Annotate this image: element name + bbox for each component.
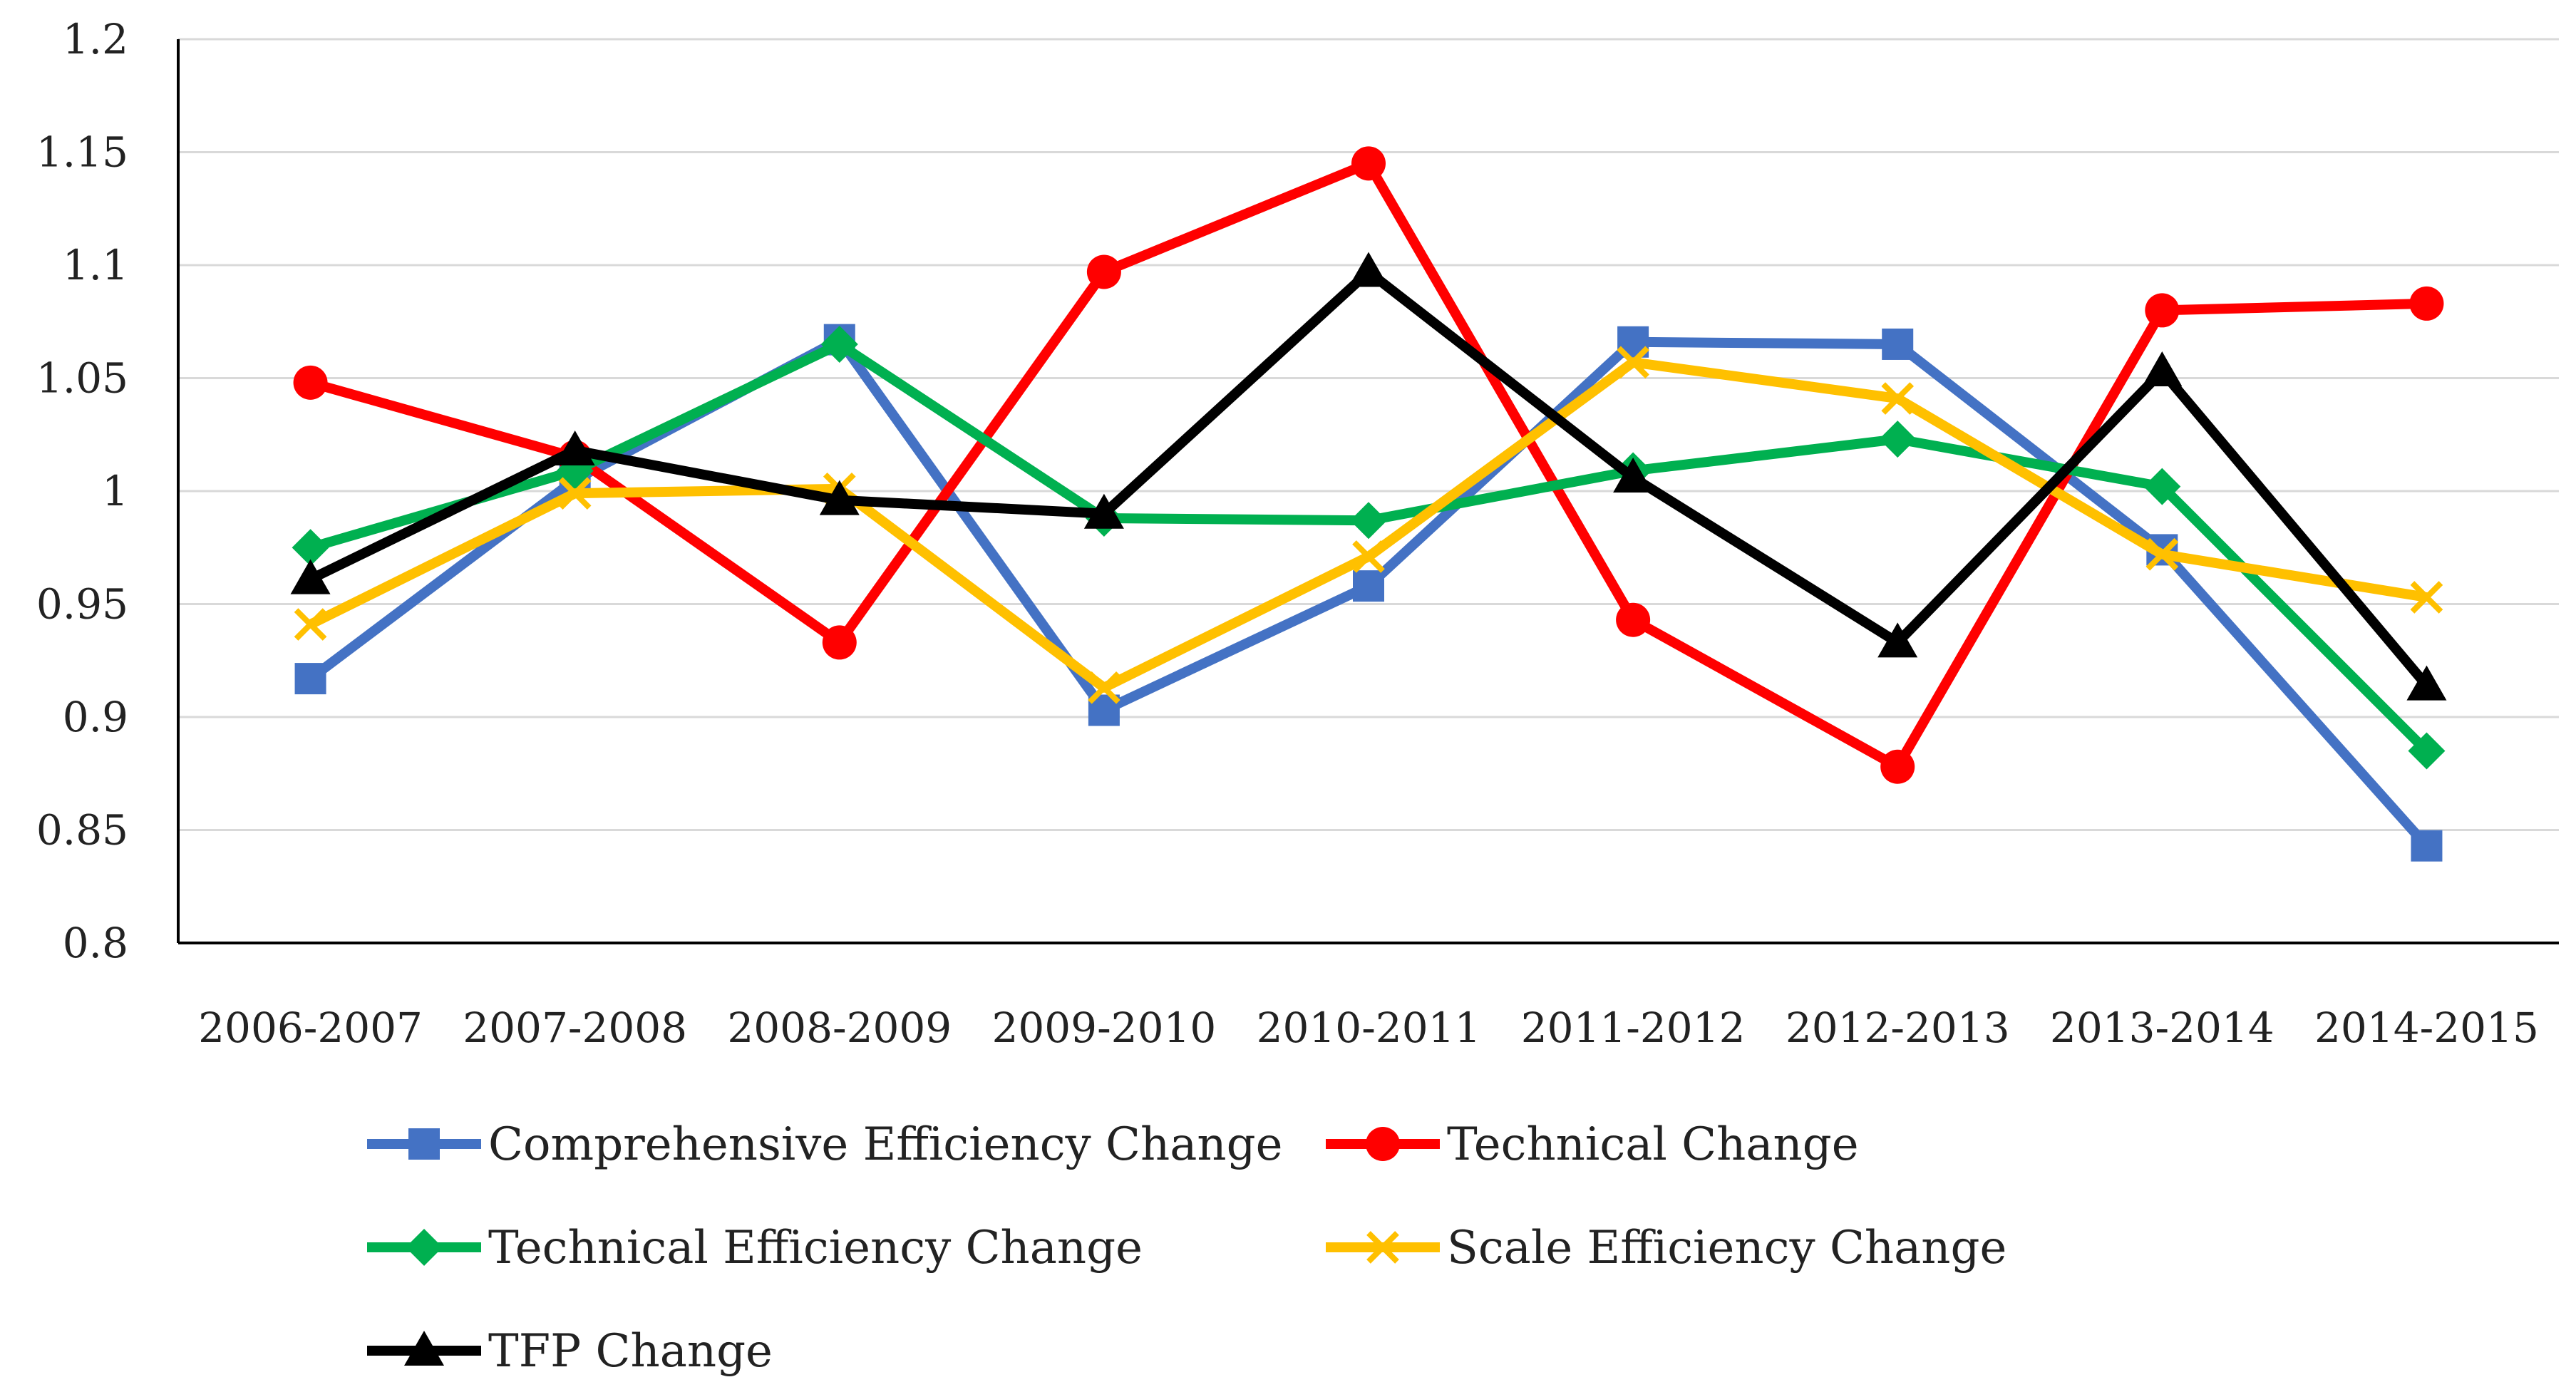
y-tick-label: 1: [102, 467, 128, 515]
data-point: [290, 559, 331, 594]
data-point: [1086, 254, 1121, 289]
data-point: [1083, 493, 1124, 529]
x-axis-tick-labels: 2006-2007 2007-2008 2008-2009 2009-2010 2010…: [198, 1004, 2539, 1052]
data-point: [819, 480, 860, 515]
legend-marker: [1366, 1127, 1400, 1161]
x-tick-label: 2013-2014: [2050, 1004, 2274, 1052]
data-point: [820, 325, 858, 363]
data-point: [1877, 622, 1918, 658]
legend-marker: [1366, 1231, 1399, 1264]
series-1: [293, 146, 2444, 784]
y-tick-label: 1.2: [63, 15, 128, 63]
data-point: [2143, 468, 2181, 505]
legend-entry: Comprehensive Efficiency Change: [367, 1118, 1282, 1171]
data-series: [290, 146, 2447, 862]
series-0: [294, 324, 2443, 862]
legend-marker: [404, 1331, 444, 1366]
data-point: [294, 608, 327, 641]
data-point: [1352, 540, 1385, 573]
data-point: [1088, 671, 1120, 704]
data-point: [822, 625, 857, 660]
legend-label: Technical Change: [1447, 1118, 1859, 1171]
data-point: [2409, 286, 2444, 321]
data-point: [1351, 146, 1386, 181]
legend-entry: Scale Efficiency Change: [1326, 1222, 2006, 1274]
legend: Comprehensive Efficiency Change Technical…: [367, 1118, 2006, 1378]
data-point: [2411, 830, 2443, 862]
data-point: [1879, 421, 1917, 458]
x-tick-label: 2010-2011: [1257, 1004, 1481, 1052]
data-point: [1353, 570, 1384, 602]
data-point: [2145, 293, 2180, 328]
data-point: [558, 477, 592, 510]
data-point: [293, 365, 328, 400]
y-tick-label: 0.85: [36, 806, 128, 855]
x-tick-label: 2009-2010: [991, 1004, 1216, 1052]
y-tick-label: 1.1: [63, 241, 128, 289]
x-tick-label: 2008-2009: [727, 1004, 952, 1052]
legend-entry: Technical Change: [1326, 1118, 1859, 1171]
y-tick-label: 0.8: [63, 919, 128, 967]
data-point: [2142, 351, 2183, 386]
axes: [177, 39, 2559, 944]
legend-entry: TFP Change: [367, 1325, 773, 1378]
data-point: [2408, 732, 2446, 770]
data-point: [294, 663, 326, 695]
x-tick-label: 2007-2008: [463, 1004, 687, 1052]
x-tick-label: 2014-2015: [2314, 1004, 2539, 1052]
data-point: [2410, 581, 2443, 614]
y-tick-label: 0.9: [63, 693, 128, 741]
data-point: [1350, 502, 1387, 540]
data-point: [1616, 602, 1651, 637]
legend-marker: [406, 1229, 443, 1266]
legend-marker: [408, 1128, 440, 1160]
legend-label: Comprehensive Efficiency Change: [488, 1118, 1282, 1171]
data-point: [2145, 537, 2179, 571]
data-point: [555, 430, 595, 465]
legend-label: Scale Efficiency Change: [1447, 1222, 2006, 1274]
legend-label: TFP Change: [488, 1325, 773, 1378]
data-point: [1881, 382, 1915, 415]
legend-label: Technical Efficiency Change: [488, 1222, 1143, 1274]
data-point: [2406, 665, 2447, 701]
data-point: [1613, 457, 1654, 493]
data-point: [1882, 328, 1914, 360]
x-tick-label: 2006-2007: [198, 1004, 423, 1052]
data-point: [1880, 749, 1915, 784]
series-2: [292, 325, 2446, 770]
data-point: [292, 529, 329, 567]
y-axis-tick-labels: 0.8 0.85 0.9 0.95 1 1.05 1.1 1.15 1.2: [36, 15, 128, 967]
legend-entry: Technical Efficiency Change: [367, 1222, 1143, 1274]
data-point: [1349, 252, 1389, 287]
data-point: [1617, 346, 1649, 379]
series-4: [290, 252, 2447, 701]
y-tick-label: 0.95: [36, 580, 128, 629]
x-tick-label: 2011-2012: [1521, 1004, 1746, 1052]
y-tick-label: 1.05: [36, 354, 128, 403]
y-tick-label: 1.15: [36, 128, 128, 177]
x-tick-label: 2012-2013: [1786, 1004, 2010, 1052]
